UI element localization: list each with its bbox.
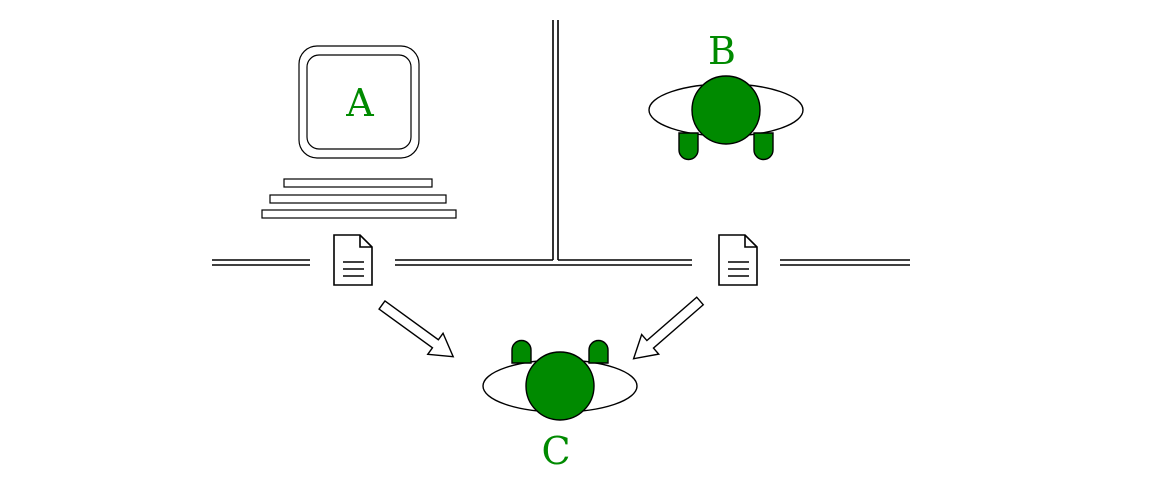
document-icon (718, 234, 758, 286)
person-c: C (482, 339, 638, 473)
label-a: A (345, 81, 374, 125)
label-b: B (708, 29, 736, 73)
person-icon (482, 339, 638, 421)
arrow-down-left-icon (632, 296, 705, 360)
computer-icon (261, 45, 457, 219)
wall-lines (212, 20, 910, 266)
computer-a: A (261, 45, 457, 219)
document-icon (333, 234, 373, 286)
arrow-down-right-icon (378, 299, 455, 358)
person-icon (648, 75, 804, 161)
label-c: C (541, 429, 570, 473)
person-b: B (648, 29, 804, 161)
